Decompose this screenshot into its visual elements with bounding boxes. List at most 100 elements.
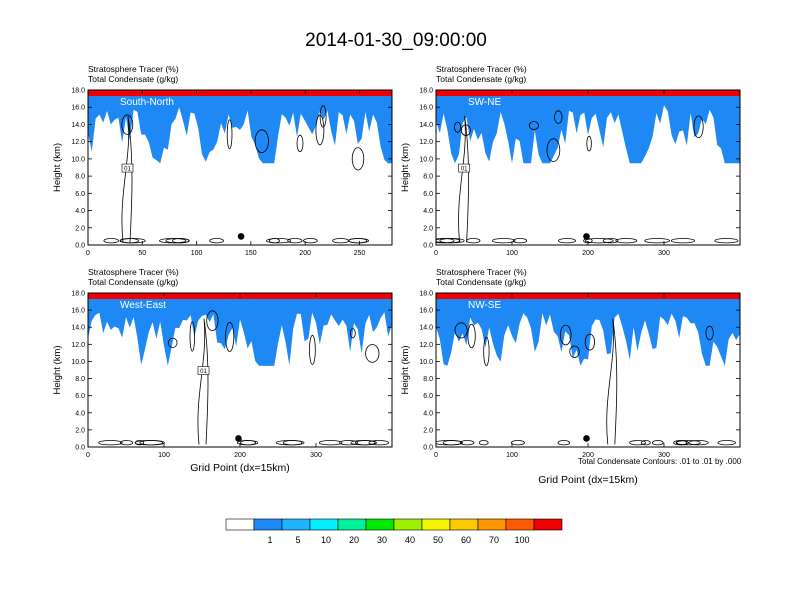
y-tick-label: 10.0 — [71, 156, 85, 163]
panel-label: SW-NE — [468, 97, 501, 108]
x-tick-label: 300 — [310, 452, 322, 459]
y-tick-label: 4.0 — [75, 208, 85, 215]
tracer-field — [436, 293, 740, 446]
contour-low-cloud — [492, 238, 516, 244]
contour-low-cloud — [120, 440, 134, 446]
panel-subtitle-tracer: Stratosphere Tracer (%) — [88, 267, 179, 277]
colorbar-swatch — [505, 518, 535, 531]
contour-low-cloud — [714, 238, 739, 244]
contour-low-cloud — [209, 238, 224, 244]
colorbar-label: 10 — [321, 535, 331, 545]
colorbar-label: 70 — [489, 535, 499, 545]
panel-top-right: 01 0.0 2.0 4.0 6.0 8.0 10.0 12.0 14.0 16.0 18.0 0 10… — [400, 64, 741, 257]
y-tick-label: 16.0 — [71, 105, 85, 112]
contour-upper-cloud — [693, 115, 704, 139]
tracer-level-10 — [436, 293, 740, 366]
contour-label-text: 01 — [200, 369, 207, 375]
colorbar-label: 1 — [267, 535, 272, 545]
contour-low-cloud — [240, 440, 257, 446]
contour-low-cloud — [676, 440, 701, 446]
x-tick-label: 0 — [434, 452, 438, 459]
y-tick-label: 0.0 — [423, 243, 433, 250]
panel-label: NW-SE — [468, 300, 501, 311]
colorbar-swatch — [309, 518, 339, 531]
y-tick-label: 4.0 — [423, 410, 433, 417]
contour-upper-cloud — [559, 324, 572, 346]
colorbar-label: 30 — [377, 535, 387, 545]
contour-upper-cloud — [296, 134, 304, 152]
contour-upper-cloud — [121, 114, 134, 135]
panel-subtitle-condensate: Total Condensate (g/kg) — [436, 74, 526, 84]
contour-low-cloud — [670, 238, 696, 244]
y-axis-label: Height (km) — [400, 345, 411, 394]
x-tick-label: 100 — [158, 452, 170, 459]
tracer-level-10 — [88, 293, 392, 366]
y-tick-label: 8.0 — [75, 376, 85, 383]
y-tick-label: 18.0 — [71, 88, 85, 95]
contour-upper-cloud — [225, 321, 235, 352]
contour-upper-cloud — [546, 138, 561, 162]
contour-low-cloud — [436, 440, 463, 446]
y-tick-label: 8.0 — [423, 376, 433, 383]
y-tick-label: 16.0 — [71, 308, 85, 315]
y-tick-label: 6.0 — [75, 191, 85, 198]
y-tick-label: 12.0 — [419, 342, 433, 349]
y-tick-label: 0.0 — [423, 445, 433, 452]
contour-upper-cloud — [167, 337, 178, 348]
y-tick-label: 12.0 — [419, 139, 433, 146]
condensate-contours — [98, 310, 390, 446]
y-tick-label: 6.0 — [423, 393, 433, 400]
contour-low-cloud — [688, 440, 709, 446]
panel-subtitle-condensate: Total Condensate (g/kg) — [88, 74, 178, 84]
y-tick-label: 4.0 — [423, 208, 433, 215]
x-tick-label: 200 — [234, 452, 246, 459]
colorbar-swatch — [533, 518, 563, 531]
contour-label-box — [458, 163, 470, 173]
y-tick-label: 18.0 — [419, 291, 433, 298]
contour-low-cloud — [459, 440, 475, 446]
x-tick-label: 50 — [138, 250, 146, 257]
tracer-field — [88, 90, 392, 244]
page-title: 2014-01-30_09:00:00 — [305, 30, 487, 51]
contour-upper-cloud — [467, 323, 476, 349]
colorbar-label: 60 — [461, 535, 471, 545]
x-tick-label: 300 — [658, 452, 670, 459]
location-marker — [237, 233, 245, 240]
contour-low-cloud — [644, 238, 670, 244]
contour-label-text: 01 — [461, 167, 468, 173]
x-axis-label: Grid Point (dx=15km) — [190, 462, 290, 474]
condensate-contours — [436, 318, 736, 446]
contour-low-cloud — [368, 440, 390, 446]
colorbar-label: 100 — [514, 535, 529, 545]
contour-upper-cloud — [315, 114, 325, 146]
y-tick-label: 2.0 — [423, 427, 433, 434]
contour-upper-cloud — [309, 334, 316, 365]
x-tick-label: 200 — [299, 250, 311, 257]
y-tick-label: 16.0 — [419, 105, 433, 112]
y-tick-label: 14.0 — [71, 325, 85, 332]
y-tick-label: 0.0 — [75, 243, 85, 250]
y-tick-label: 6.0 — [75, 393, 85, 400]
contour-upper-cloud — [584, 333, 596, 351]
plot-frame — [87, 89, 393, 246]
contour-low-cloud — [436, 238, 461, 244]
contour-low-cloud — [602, 238, 619, 244]
contour-low-cloud — [236, 440, 259, 446]
condensate-contours — [436, 110, 739, 244]
contour-label-box — [197, 366, 210, 375]
colorbar-swatch — [365, 518, 395, 531]
contour-low-cloud — [332, 238, 350, 244]
y-tick-label: 8.0 — [75, 174, 85, 181]
contour-low-cloud — [640, 440, 651, 446]
y-tick-label: 12.0 — [71, 342, 85, 349]
contour-upper-cloud — [705, 325, 714, 341]
contour-low-cloud — [615, 238, 638, 244]
contour-upper-cloud — [365, 344, 380, 363]
x-tick-label: 0 — [434, 250, 438, 257]
y-tick-label: 18.0 — [71, 291, 85, 298]
y-tick-label: 2.0 — [423, 225, 433, 232]
x-tick-label: 0 — [86, 250, 90, 257]
contour-low-cloud — [339, 440, 358, 446]
contour-low-cloud — [265, 238, 292, 244]
